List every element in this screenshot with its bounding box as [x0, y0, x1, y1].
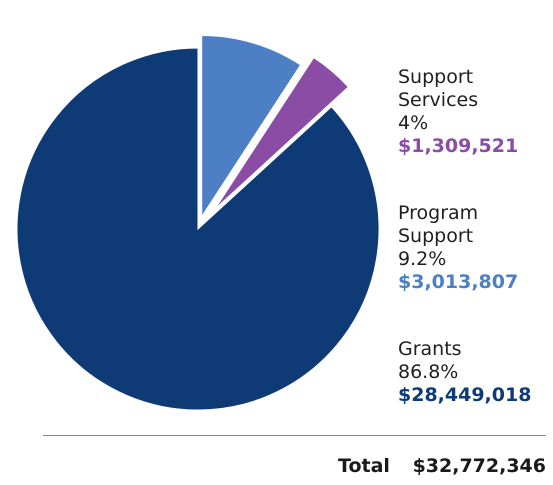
legend-percent: 4%	[398, 112, 429, 134]
pie-slice-support-services	[214, 56, 350, 210]
legend-label: Grants	[398, 338, 462, 360]
legend-support-services: Support Services 4% $1,309,521	[398, 66, 548, 158]
pie-chart	[16, 35, 380, 411]
legend-grants: Grants 86.8% $28,449,018	[398, 338, 548, 407]
legend-label: Support Services	[398, 66, 479, 111]
total-divider	[43, 435, 546, 436]
legend-program-support: Program Support 9.2% $3,013,807	[398, 202, 548, 294]
legend-percent: 9.2%	[398, 248, 447, 270]
legend-amount: $1,309,521	[398, 135, 519, 157]
legend-amount: $28,449,018	[398, 384, 532, 406]
legend-amount: $3,013,807	[398, 271, 519, 293]
total-label: Total	[338, 455, 390, 477]
pie-slice-program-support	[201, 35, 302, 219]
total-amount: $32,772,346	[412, 455, 546, 477]
total-row: Total $32,772,346	[338, 455, 546, 478]
legend-percent: 86.8%	[398, 361, 459, 383]
legend-label: Program Support	[398, 202, 479, 247]
pie-slice-grants	[16, 47, 380, 411]
